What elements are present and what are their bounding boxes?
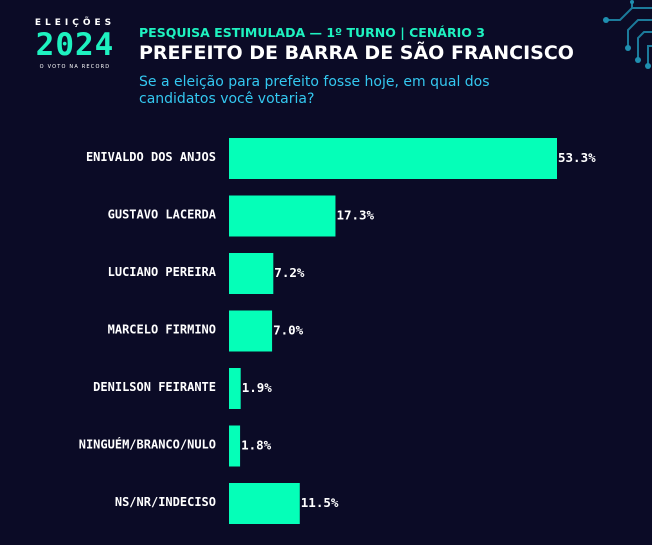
bar	[229, 195, 336, 237]
logo-tagline: O VOTO NA RECORD	[39, 64, 111, 70]
poll-question: Se a eleição para prefeito fosse hoje, e…	[139, 74, 490, 107]
bar	[229, 483, 300, 524]
logo-top-text: ELEIÇÕES	[34, 18, 116, 28]
category-label: ENIVALDO DOS ANJOS	[86, 150, 216, 164]
category-label: NINGUÉM/BRANCO/NULO	[79, 437, 216, 452]
value-label: 7.2%	[274, 265, 305, 280]
category-label: MARCELO FIRMINO	[108, 323, 216, 337]
bar	[229, 425, 241, 467]
category-label: NS/NR/INDECISO	[115, 495, 216, 509]
circuit-decoration-icon	[603, 0, 652, 69]
bar	[229, 253, 274, 294]
page-title: PREFEITO DE BARRA DE SÃO FRANCISCO	[139, 42, 574, 64]
bar	[229, 368, 241, 409]
bar	[229, 138, 557, 179]
value-label: 17.3%	[336, 208, 374, 223]
category-label: DENILSON FEIRANTE	[93, 380, 216, 394]
category-label: GUSTAVO LACERDA	[108, 208, 217, 222]
poll-subtitle: PESQUISA ESTIMULADA — 1º TURNO | CENÁRIO…	[139, 25, 485, 40]
logo-year: 2024	[35, 27, 115, 63]
value-label: 53.3%	[558, 150, 596, 165]
value-label: 1.8%	[241, 438, 272, 453]
value-label: 11.5%	[301, 495, 339, 510]
value-label: 1.9%	[242, 380, 273, 395]
category-label: LUCIANO PEREIRA	[108, 265, 217, 279]
elections-logo: ELEIÇÕES 2024 O VOTO NA RECORD	[22, 18, 128, 74]
value-label: 7.0%	[273, 323, 304, 338]
bar	[229, 310, 273, 352]
